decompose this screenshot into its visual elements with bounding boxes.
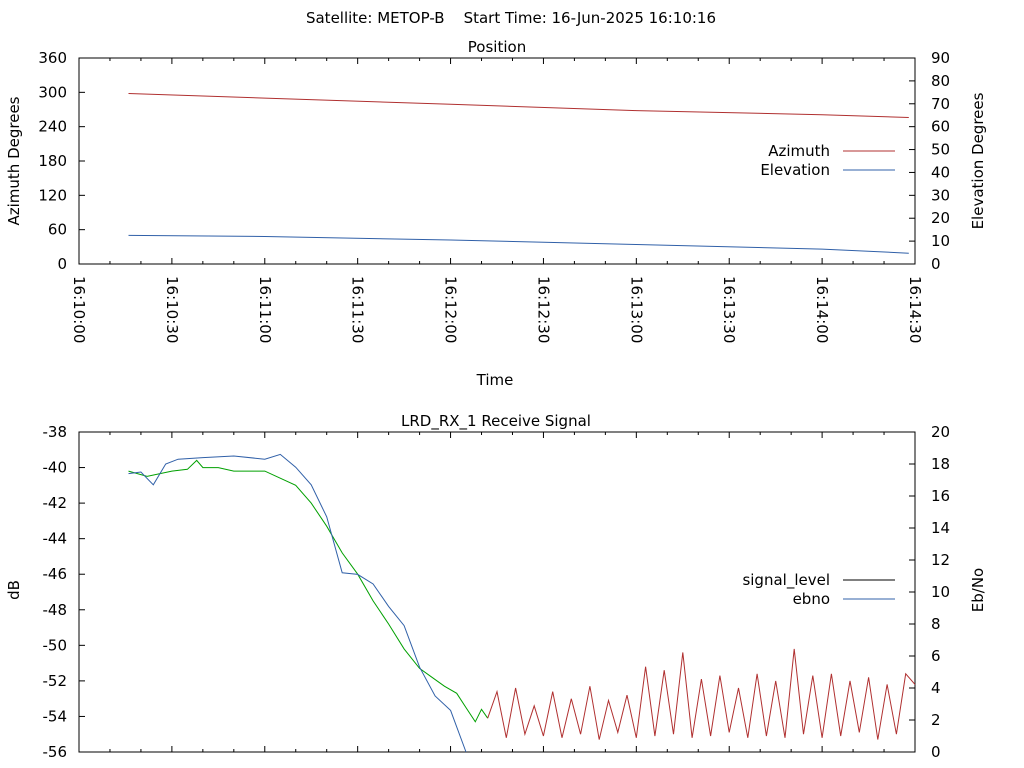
position-left-axis: 0 60 120 180 240 300 360 — [38, 49, 85, 273]
signal-y-tick-label-2: -52 — [43, 672, 68, 690]
position-y2-axis-label: Elevation Degrees — [969, 92, 987, 229]
position-x-tick-label-3: 16:11:30 — [349, 276, 367, 343]
signal-y2-tick-label-5: 10 — [931, 583, 950, 601]
position-y-axis-label: Azimuth Degrees — [5, 96, 23, 225]
position-series-line-0 — [128, 93, 909, 118]
signal-y2-tick-label-3: 6 — [931, 647, 941, 665]
position-x-axis-label: Time — [476, 371, 514, 389]
signal-y2-tick-label-10: 20 — [931, 423, 950, 441]
signal-plot-frame — [78, 431, 916, 753]
signal-y-tick-label-9: -38 — [43, 423, 68, 441]
position-x-axis: 16:10:00 16:10:30 16:11:00 16:11:30 16:12:00… — [70, 58, 924, 343]
position-y-tick-label-6: 360 — [38, 49, 67, 67]
signal-series-line-1 — [487, 648, 916, 740]
signal-legend: signal_level ebno — [742, 571, 895, 608]
position-x-tick-label-5: 16:12:30 — [534, 276, 552, 343]
signal-y2-tick-label-8: 16 — [931, 487, 950, 505]
signal-y-tick-label-5: -46 — [43, 565, 68, 583]
position-right-axis: 0 10 20 30 40 50 60 70 80 90 — [909, 49, 950, 273]
legend-label-elevation: Elevation — [760, 161, 830, 179]
signal-y2-tick-label-7: 14 — [931, 519, 950, 537]
signal-y2-axis-label: Eb/No — [969, 568, 987, 612]
figure-title: Satellite: METOP-B Start Time: 16-Jun-20… — [306, 9, 716, 27]
signal-y-tick-label-4: -48 — [43, 601, 68, 619]
legend-label-ebno: ebno — [793, 590, 830, 608]
signal-y2-tick-label-0: 0 — [931, 743, 941, 761]
position-x-tick-label-0: 16:10:00 — [70, 276, 88, 343]
signal-y-tick-label-8: -40 — [43, 459, 68, 477]
position-y2-tick-label-7: 70 — [931, 95, 950, 113]
position-series-line-1 — [128, 234, 909, 254]
signal-series-line-2 — [128, 453, 467, 753]
position-x-tick-label-4: 16:12:00 — [442, 276, 460, 343]
position-y-tick-label-4: 240 — [38, 118, 67, 136]
signal-x-axis — [78, 432, 916, 752]
signal-y-tick-label-7: -42 — [43, 494, 68, 512]
signal-y2-tick-label-9: 18 — [931, 455, 950, 473]
signal-y2-tick-label-4: 8 — [931, 615, 941, 633]
signal-y-axis-label: dB — [5, 580, 23, 600]
signal-y-tick-label-3: -50 — [43, 636, 68, 654]
position-x-tick-label-8: 16:14:00 — [813, 276, 831, 343]
signal-y-tick-label-1: -54 — [43, 707, 68, 725]
signal-y-tick-label-0: -56 — [43, 743, 68, 761]
position-y2-tick-label-8: 80 — [931, 72, 950, 90]
position-legend: Azimuth Elevation — [760, 142, 895, 179]
position-y2-tick-label-2: 20 — [931, 209, 950, 227]
signal-series — [128, 453, 916, 753]
signal-title: LRD_RX_1 Receive Signal — [401, 412, 591, 431]
position-y-tick-label-5: 300 — [38, 83, 67, 101]
position-series — [128, 93, 909, 254]
signal-right-axis: 0 2 4 6 8 10 12 14 16 18 20 — [909, 423, 950, 761]
position-panel: Position 0 60 120 180 240 300 360 0 10 20 30 40 50 6… — [5, 38, 987, 389]
position-y2-tick-label-4: 40 — [931, 163, 950, 181]
position-y-tick-label-1: 60 — [48, 221, 67, 239]
position-y2-tick-label-1: 10 — [931, 232, 950, 250]
legend-label-azimuth: Azimuth — [768, 142, 830, 160]
legend-label-signal-level: signal_level — [742, 571, 830, 590]
signal-panel: LRD_RX_1 Receive Signal -56-54-52-50-48-… — [5, 412, 987, 761]
position-y2-tick-label-5: 50 — [931, 141, 950, 159]
signal-y-tick-label-6: -44 — [43, 530, 68, 548]
position-x-tick-label-9: 16:14:30 — [906, 276, 924, 343]
position-title: Position — [468, 38, 526, 56]
position-y2-tick-label-0: 0 — [931, 255, 941, 273]
position-x-tick-label-1: 16:10:30 — [163, 276, 181, 343]
signal-y2-tick-label-1: 2 — [931, 711, 941, 729]
position-y2-tick-label-6: 60 — [931, 118, 950, 136]
position-y2-tick-label-3: 30 — [931, 186, 950, 204]
signal-left-axis: -56 -54 -52 -50 -48 -46 -44 -42 -40 -38 — [43, 423, 85, 761]
signal-y2-tick-label-2: 4 — [931, 679, 941, 697]
position-y-tick-label-0: 0 — [57, 255, 67, 273]
position-y2-tick-label-9: 90 — [931, 49, 950, 67]
position-y-tick-label-3: 180 — [38, 152, 67, 170]
position-x-tick-label-2: 16:11:00 — [256, 276, 274, 343]
position-x-tick-label-6: 16:13:00 — [627, 276, 645, 343]
position-x-tick-label-7: 16:13:30 — [720, 276, 738, 343]
signal-y2-tick-label-6: 12 — [931, 551, 950, 569]
signal-series-line-0 — [128, 459, 489, 723]
position-y-tick-label-2: 120 — [38, 186, 67, 204]
